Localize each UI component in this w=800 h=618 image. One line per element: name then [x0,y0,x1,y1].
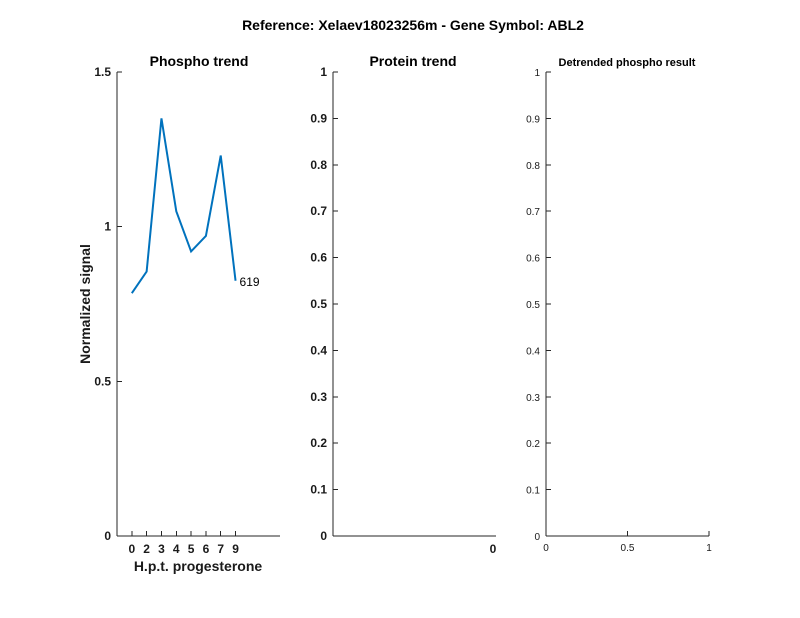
phospho-x-tick-label: 3 [158,542,165,556]
phospho-x-tick-label: 5 [188,542,195,556]
detrended-x-ticks: 0 0.5 1 [543,531,712,554]
protein-trend-title: Protein trend [369,53,456,69]
protein-y-ticks: 0 0.1 0.2 0.3 0.4 0.5 0.6 0.7 0.8 0.9 1 [310,65,338,543]
protein-y-tick-label: 0 [320,529,327,543]
detrended-y-ticks: 0 0.1 0.2 0.3 0.4 0.5 0.6 0.7 0.8 0.9 1 [526,68,551,543]
detrended-y-tick-label: 1 [534,68,540,79]
protein-x-ticks: 0 [490,542,497,556]
detrended-y-tick-label: 0.8 [526,161,540,172]
detrended-y-tick-label: 0.3 [526,393,540,404]
protein-y-tick-label: 0.9 [310,111,327,125]
phospho-x-tick-label: 0 [128,542,135,556]
protein-x-tick-label: 0 [490,542,497,556]
phospho-y-tick-label: 1.5 [94,65,111,79]
phospho-x-tick-label: 7 [217,542,224,556]
detrended-y-tick-label: 0.2 [526,439,540,450]
protein-y-tick-label: 0.1 [310,483,327,497]
phospho-trend-title: Phospho trend [150,53,249,69]
detrended-y-tick-label: 0 [534,532,540,543]
detrended-y-tick-label: 0.5 [526,300,540,311]
detrended-y-tick-label: 0.9 [526,114,540,125]
phospho-x-tick-label: 9 [232,542,239,556]
detrended-phospho-title: Detrended phospho result [559,57,696,69]
phospho-annotation: 619 [240,275,260,289]
detrended-phospho-panel: Detrended phospho result 0 0.1 0.2 0.3 0.4 0.… [526,57,712,554]
protein-y-tick-label: 0.3 [310,390,327,404]
phospho-series-line [130,118,237,294]
detrended-y-tick-label: 0.7 [526,207,540,218]
detrended-x-tick-label: 0 [543,543,549,554]
phospho-x-tick-label: 6 [203,542,210,556]
protein-y-tick-label: 0.2 [310,436,327,450]
detrended-y-tick-label: 0.1 [526,486,540,497]
protein-y-tick-label: 0.7 [310,204,327,218]
protein-y-tick-label: 0.6 [310,251,327,265]
protein-y-tick-label: 0.4 [310,343,327,357]
phospho-x-label: H.p.t. progesterone [134,558,263,574]
protein-y-tick-label: 0.8 [310,158,327,172]
protein-y-tick-label: 0.5 [310,297,327,311]
detrended-y-tick-label: 0.4 [526,346,540,357]
phospho-y-ticks: 0 0.5 1 1.5 [94,65,122,543]
detrended-y-tick-label: 0.6 [526,254,540,265]
detrended-x-tick-label: 0.5 [621,543,635,554]
phospho-y-label: Normalized signal [77,244,93,364]
figure-suptitle: Reference: Xelaev18023256m - Gene Symbol… [242,17,584,33]
protein-trend-panel: Protein trend 00.10.20.30.40.50.60.70.80… [310,53,496,556]
phospho-y-tick-label: 0 [104,529,111,543]
protein-y-tick-label: 1 [320,65,327,79]
phospho-y-tick-label: 0.5 [94,374,111,388]
phospho-x-tick-label: 2 [143,542,150,556]
phospho-y-tick-label: 1 [104,220,111,234]
detrended-x-tick-label: 1 [706,543,712,554]
phospho-x-tick-label: 4 [173,542,180,556]
